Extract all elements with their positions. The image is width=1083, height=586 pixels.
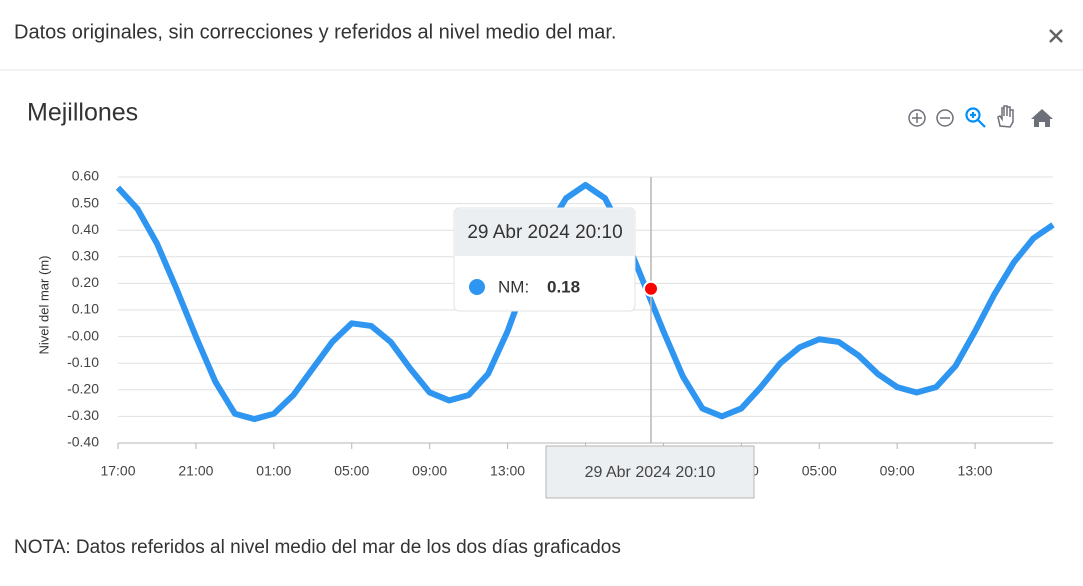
tooltip-date: 29 Abr 2024 20:10 <box>467 222 622 243</box>
chart-title: Mejillones <box>27 99 138 127</box>
x-tick-label: 01:00 <box>256 463 291 479</box>
data-line <box>115 181 1055 423</box>
y-tick-label: -0.20 <box>67 381 99 397</box>
modal-title: Datos originales, sin correcciones y ref… <box>14 21 617 43</box>
y-tick-label: 0.30 <box>72 248 99 264</box>
pan[interactable] <box>997 105 1014 128</box>
selection-zoom[interactable] <box>965 107 986 128</box>
zoom-in[interactable] <box>908 109 926 127</box>
y-tick-label: 0.60 <box>72 168 99 184</box>
x-tick-label: 09:00 <box>412 463 447 479</box>
tooltip-series: NM: <box>498 277 529 296</box>
y-tick-label: 0.10 <box>72 301 99 317</box>
x-tick-label: 05:00 <box>334 463 369 479</box>
hover-marker <box>643 280 659 297</box>
x-tick-label: 21:00 <box>178 463 213 479</box>
y-tick-label: 0.50 <box>72 194 99 210</box>
y-tick-label: -0.10 <box>67 354 99 370</box>
x-tick-label: 13:00 <box>958 463 993 479</box>
close-button[interactable] <box>1049 29 1063 43</box>
y-tick-label: 0.20 <box>72 274 99 290</box>
tooltip-swatch <box>469 279 485 295</box>
x-tick-label: 13:00 <box>490 463 525 479</box>
y-tick-label: 0.40 <box>72 221 99 237</box>
x-tick-label: 09:00 <box>880 463 915 479</box>
y-axis-label: Nivel del mar (m) <box>36 256 51 355</box>
x-tooltip-date: 29 Abr 2024 20:10 <box>585 464 716 481</box>
tooltip-value: 0.18 <box>547 277 580 296</box>
reset[interactable] <box>1031 109 1053 127</box>
note: NOTA: Datos referidos al nivel medio del… <box>14 537 621 558</box>
y-tick-label: -0.30 <box>67 407 99 423</box>
y-tick-label: -0.40 <box>67 434 99 450</box>
zoom-out[interactable] <box>936 109 954 127</box>
toolbar <box>908 105 1053 128</box>
x-tick-label: 17:00 <box>100 463 135 479</box>
y-tick-label: -0.00 <box>67 327 99 343</box>
x-tooltip-box <box>545 445 755 499</box>
tooltip-header <box>455 209 634 256</box>
x-tick-label: 05:00 <box>802 463 837 479</box>
